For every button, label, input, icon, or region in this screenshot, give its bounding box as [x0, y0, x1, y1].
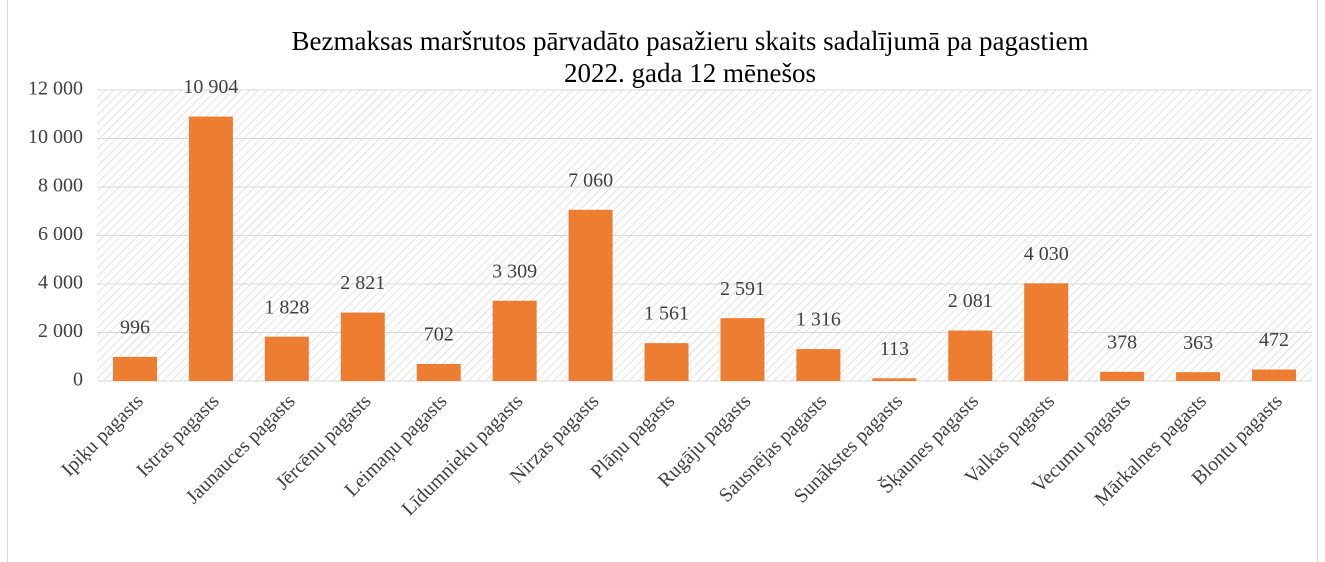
- data-label: 363: [1183, 332, 1213, 354]
- y-tick-label: 10 000: [28, 126, 83, 148]
- data-label: 2 591: [720, 278, 765, 300]
- data-label: 10 904: [183, 76, 238, 98]
- bar: [796, 349, 841, 381]
- bar: [188, 116, 233, 381]
- data-label: 702: [424, 324, 454, 346]
- bar: [948, 330, 993, 381]
- y-tick-label: 6 000: [38, 223, 83, 245]
- bar: [264, 336, 309, 381]
- bar: [568, 209, 613, 381]
- chart-border: [7, 0, 1318, 562]
- bar: [1176, 372, 1221, 381]
- data-label: 996: [120, 316, 150, 338]
- data-label: 2 081: [948, 290, 993, 312]
- y-tick-label: 4 000: [38, 272, 83, 294]
- bar: [1024, 283, 1069, 381]
- bar: [112, 356, 157, 381]
- data-label: 378: [1107, 331, 1137, 353]
- data-label: 4 030: [1024, 243, 1069, 265]
- data-label: 2 821: [340, 272, 385, 294]
- data-label: 3 309: [492, 260, 537, 282]
- data-label: 1 828: [264, 296, 309, 318]
- y-tick-label: 12 000: [28, 78, 83, 100]
- bar: [720, 318, 765, 381]
- bar: [1252, 369, 1297, 381]
- bar: [872, 378, 917, 381]
- data-label: 7 060: [568, 169, 613, 191]
- chart-title: 2022. gada 12 mēnešos: [564, 58, 816, 88]
- data-label: 472: [1259, 329, 1289, 351]
- data-label: 1 316: [796, 309, 841, 331]
- data-label: 1 561: [644, 303, 689, 325]
- bar: [644, 343, 689, 381]
- chart-title: Bezmaksas maršrutos pārvadāto pasažieru …: [292, 26, 1089, 56]
- bar: [492, 300, 537, 381]
- data-label: 113: [880, 338, 909, 360]
- y-tick-label: 2 000: [38, 320, 83, 342]
- bar: [416, 363, 461, 381]
- y-tick-label: 8 000: [38, 175, 83, 197]
- y-tick-label: 0: [73, 369, 83, 391]
- bar: [340, 312, 385, 381]
- bar: [1100, 371, 1145, 381]
